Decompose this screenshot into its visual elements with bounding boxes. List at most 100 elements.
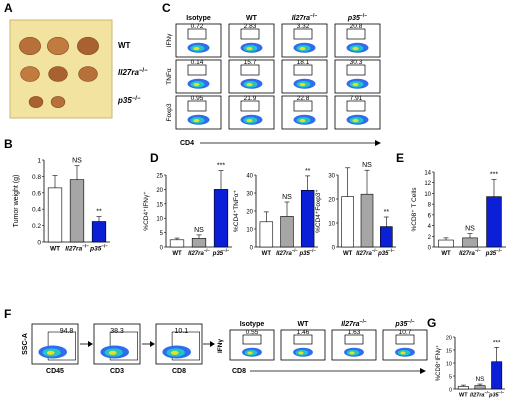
f-column-header-gene: Il27ra — [341, 321, 359, 328]
x-tick-sup: −/− — [484, 391, 490, 395]
f-gate-value: 1.63 — [348, 329, 361, 336]
y-tick-label: 10 — [156, 217, 163, 223]
f-column-header-gene: p35 — [394, 321, 407, 328]
x-tick-sup: −/− — [292, 248, 299, 253]
x-tick-label-2: p35−/− — [377, 248, 395, 257]
x-tick-label-0: WT — [441, 251, 451, 257]
y-tick-label: 10 — [328, 222, 335, 228]
bar-2 — [213, 189, 229, 248]
x-tick-sup: −/− — [475, 248, 482, 253]
gating-value: 10.1 — [174, 328, 188, 335]
f-x-arrow-head — [420, 368, 426, 374]
f-column-header-sup: −/− — [360, 319, 367, 325]
bar-1 — [69, 179, 85, 243]
gating-value: 38.3 — [110, 328, 124, 335]
gate-box — [240, 64, 260, 76]
flow-contour-inner — [193, 118, 200, 123]
y-tick-label: 10 — [246, 228, 253, 234]
gate-value: 21.9 — [244, 95, 257, 102]
x-tick-label-2: p35−/− — [485, 248, 503, 257]
y-tick-label: 25 — [156, 174, 163, 180]
panel-letter-f: F — [4, 307, 11, 321]
y-tick-label: 1 — [37, 158, 41, 165]
x-tick-gene: Il27ra — [470, 393, 484, 399]
gating-arrow-head — [150, 341, 155, 347]
bar-2 — [486, 196, 502, 248]
significance-2: *** — [217, 163, 225, 170]
panel-letter-d: D — [150, 151, 159, 165]
column-header-sup: −/− — [360, 13, 367, 19]
flow-contour-inner — [352, 82, 359, 87]
f-column-header-1: WT — [298, 321, 310, 328]
to-ifn-arrow-head — [210, 341, 215, 347]
x-tick-sup: −/− — [388, 248, 395, 253]
x-tick-label-1: Il27ra−/− — [276, 248, 298, 257]
x-tick-label-0: WT — [262, 251, 272, 257]
gate-value: 0.14 — [191, 59, 204, 66]
bar-2 — [300, 190, 315, 248]
panel-letter-b: B — [4, 137, 13, 151]
bar-0 — [47, 187, 63, 243]
y-tick-label: 10 — [446, 362, 452, 368]
flow-f: 94.8 CD45 SSC-A 38.3 CD3 10.1 CD8 IFNγ Isotype0.… — [22, 319, 428, 375]
flow-contour-inner — [352, 118, 359, 123]
gate-box — [240, 100, 260, 112]
bar-2 — [380, 226, 393, 248]
x-tick-gene: Il27ra — [459, 251, 475, 257]
column-header-gene: p35 — [347, 15, 360, 22]
x-tick-sup: −/− — [310, 248, 317, 253]
x-tick-sup: −/− — [499, 391, 505, 395]
gate-box — [293, 64, 313, 76]
gate-value: 15.7 — [244, 59, 257, 66]
f-column-header-2: Il27ra−/− — [341, 319, 367, 328]
significance-2: ** — [305, 168, 311, 175]
significance-1: NS — [475, 376, 485, 383]
y-axis-label: %CD4⁺Foxp3⁺ — [315, 189, 322, 233]
gate-box — [346, 100, 366, 112]
y-tick-label: 20 — [328, 198, 335, 204]
significance-2: *** — [493, 339, 501, 346]
x-tick-label-2: p35−/− — [212, 248, 230, 257]
f-column-header-3: p35−/− — [394, 319, 414, 328]
f-gate-box — [395, 334, 415, 345]
x-tick-gene: Il27ra — [65, 246, 82, 253]
gating-x-label: CD45 — [46, 368, 64, 375]
panel-d: D 0510152025%CD4⁺IFNγ⁺WTNSIl27ra−/−***p3… — [143, 151, 396, 257]
bar-1 — [191, 238, 207, 248]
y-tick-label: 0.2 — [32, 223, 41, 230]
panel-b: B 0 0.2 0.4 0.6 0.8 1 Tumor weight (g) WT NS Il27… — [4, 137, 110, 253]
column-header-2: Il27ra−/− — [292, 13, 318, 22]
x-tick-label-2: p35−/− — [488, 391, 505, 399]
x-axis-label-cd4: CD4 — [180, 140, 194, 147]
f-gate-box — [242, 334, 262, 345]
row-label-0: IFNγ — [166, 33, 173, 47]
y-tick-label: 20 — [446, 336, 452, 342]
y-tick-label: 0 — [160, 246, 164, 252]
x-tick-label-1: Il27ra−/− — [188, 248, 210, 257]
flow-contour-inner — [193, 82, 200, 87]
f-x-axis-label: CD8 — [232, 368, 246, 375]
y-tick-label: 0 — [37, 240, 41, 247]
bar-0 — [457, 386, 469, 390]
y-axis-label: %CD8⁺ T Cells — [411, 187, 418, 232]
flow-contour-inner — [246, 82, 253, 87]
x-tick-sup: −/− — [496, 248, 503, 253]
tumor-1-2 — [78, 66, 98, 82]
gate-value: 2.83 — [244, 23, 257, 30]
gate-box — [240, 28, 260, 40]
row-label-il27ra-gene: Il27ra — [118, 68, 139, 77]
y-tick-label: 6 — [428, 213, 432, 219]
y-tick-label: 5 — [449, 375, 452, 381]
tumor-1-1 — [48, 66, 68, 82]
column-header-3: p35−/− — [347, 13, 367, 22]
y-tick-label: 30 — [246, 192, 253, 198]
gating-contour-inner — [108, 350, 117, 355]
tumor-0-2 — [77, 36, 99, 56]
f-flow-contour-inner — [400, 351, 406, 355]
f-gate-value: 0.55 — [246, 329, 259, 336]
flow-contour-inner — [193, 46, 200, 51]
bar-0 — [259, 221, 274, 248]
